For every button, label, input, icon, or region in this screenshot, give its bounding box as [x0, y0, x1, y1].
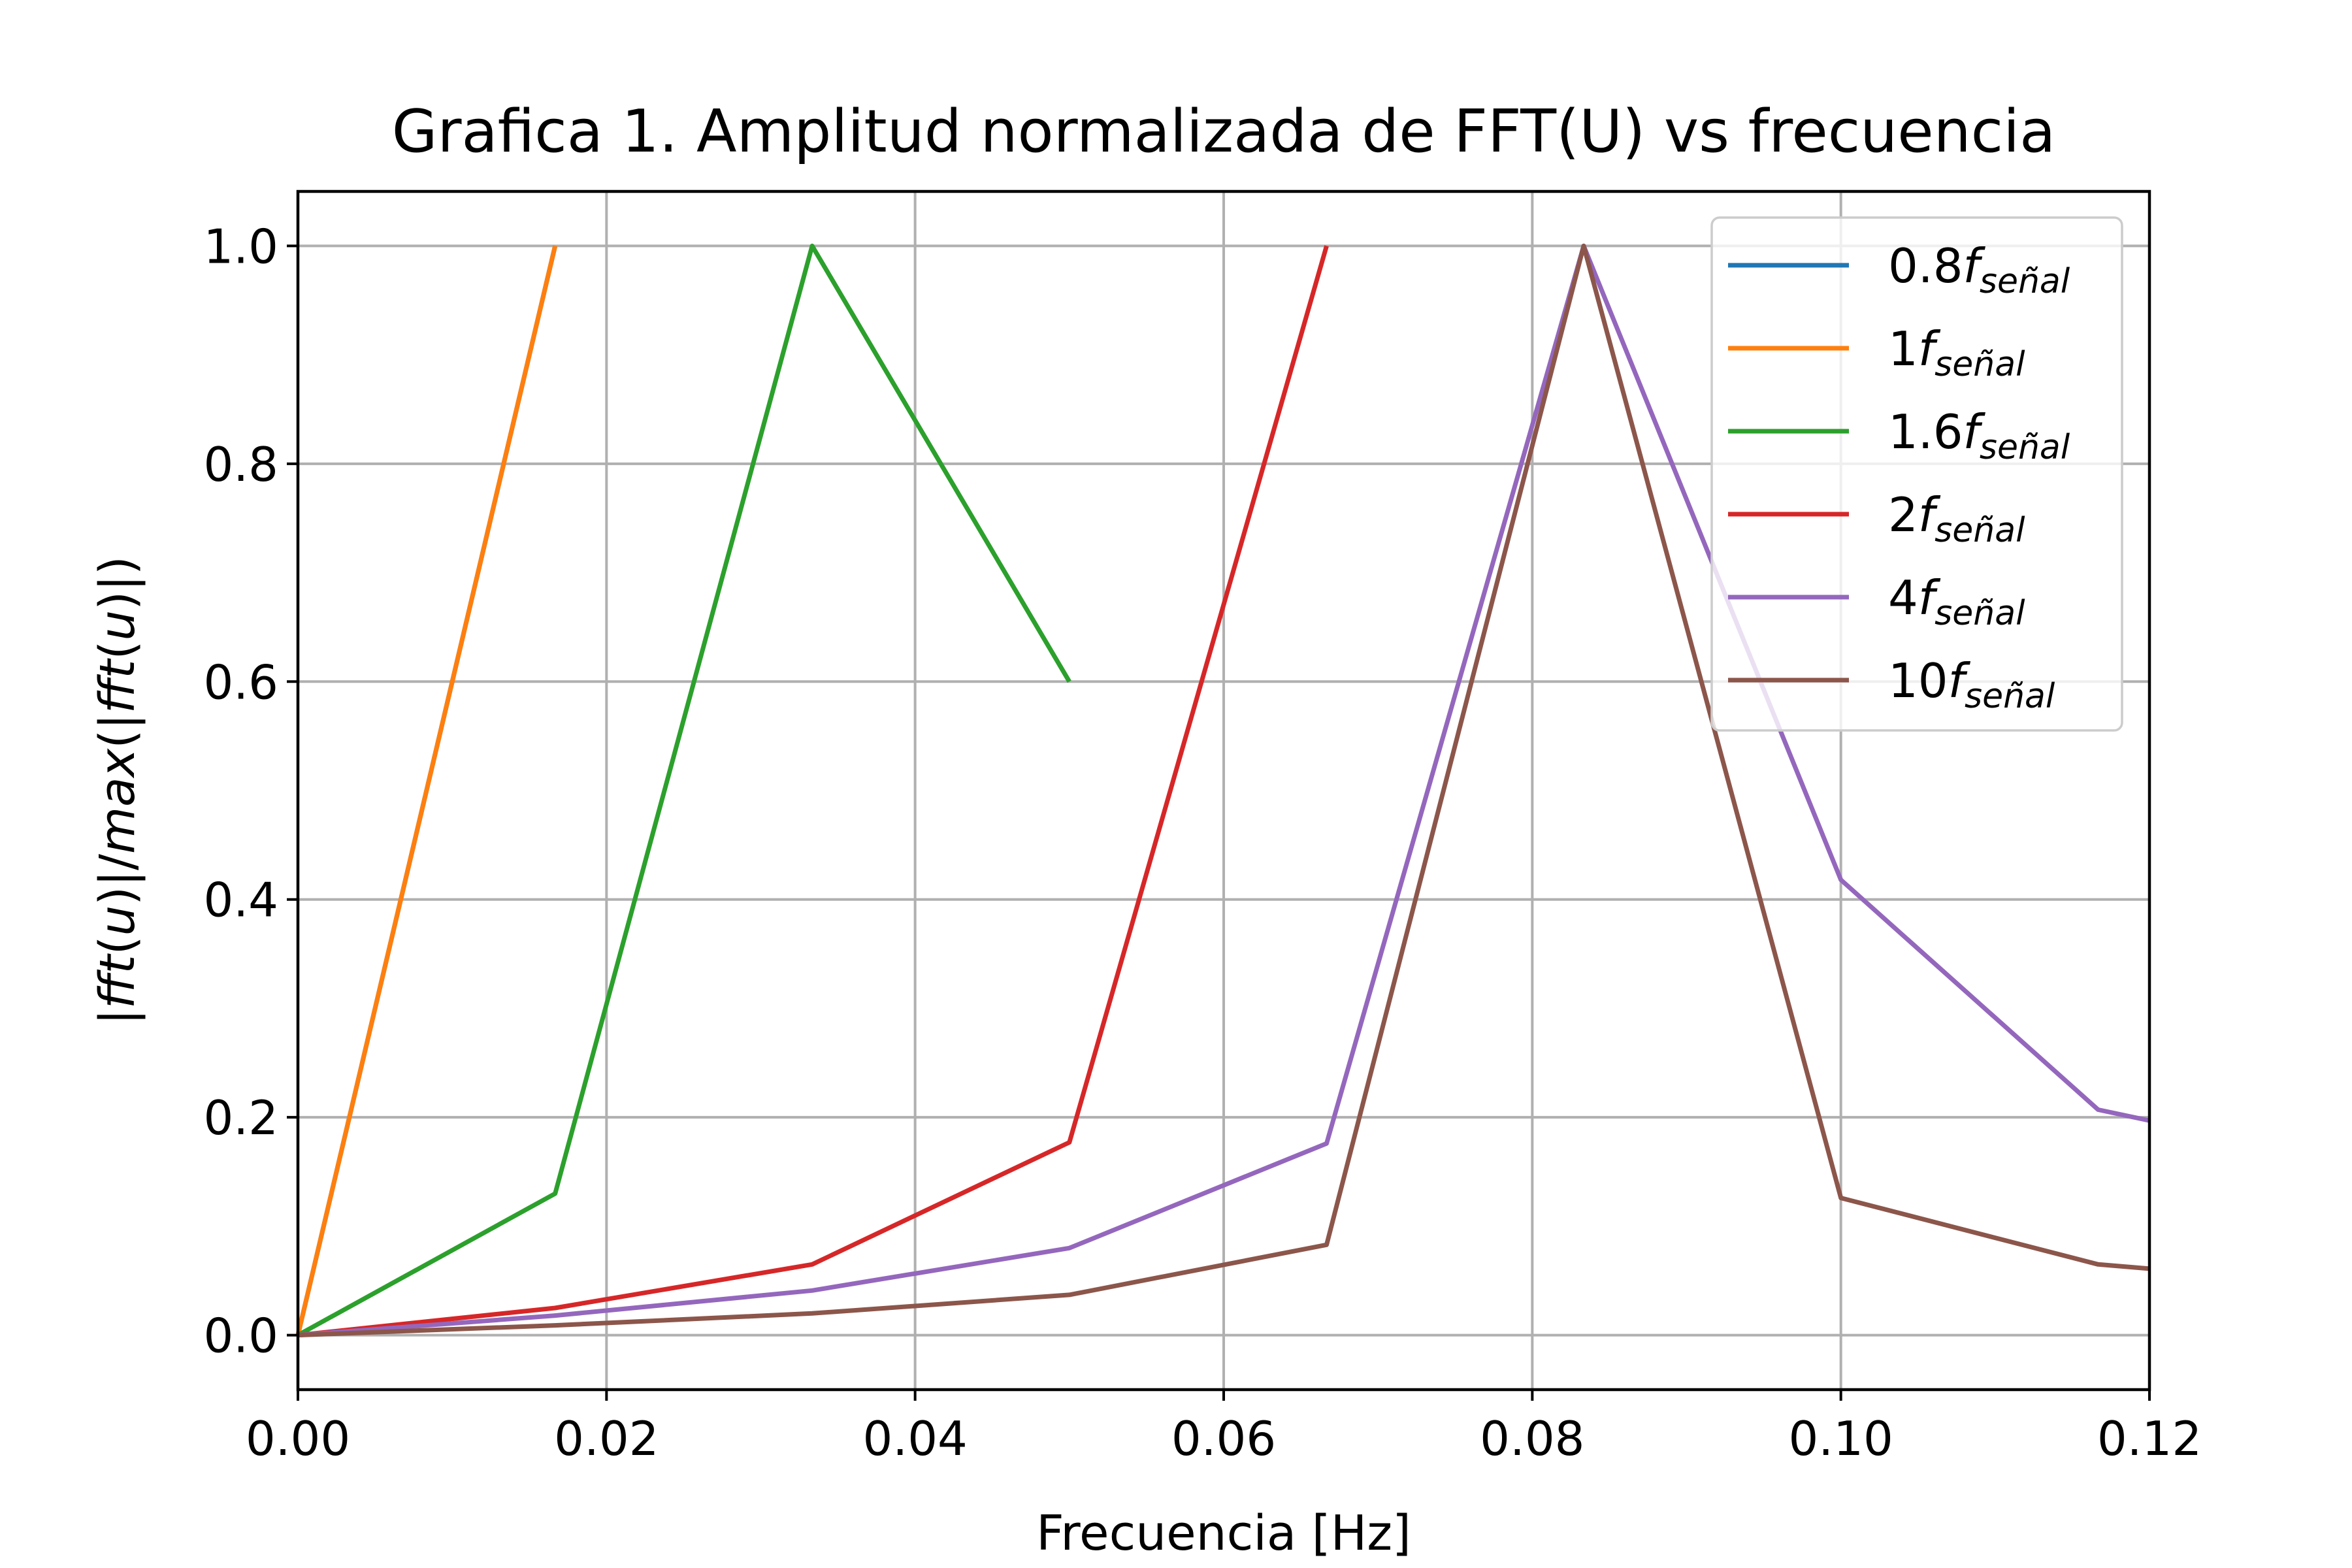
y-tick-label: 0.6 — [203, 655, 278, 710]
legend-items: 0.8fseñal1fseñal1.6fseñal2fseñal4fseñal1… — [1728, 238, 2070, 716]
series-line-3 — [297, 245, 1329, 1338]
y-axis-label-part: )|/ — [90, 854, 146, 906]
x-axis-ticks: 0.00 0.02 0.04 0.06 0.08 0.10 0.12 — [246, 1390, 2202, 1466]
chart-title: Grafica 1. Amplitud normalizada de FFT(U… — [392, 97, 2056, 166]
series-line-2 — [297, 243, 1071, 1337]
y-tick-label: 0.0 — [203, 1309, 278, 1364]
y-axis-ticks: 0.0 0.2 0.4 0.6 0.8 1.0 — [203, 219, 298, 1364]
y-gridlines — [298, 244, 2149, 1337]
y-axis-label-part: (| — [90, 713, 146, 749]
series-line-4 — [297, 243, 2150, 1338]
series-line-1 — [295, 245, 558, 1336]
legend-label: 1.6fseñal — [1888, 404, 2070, 467]
x-axis-label: Frecuencia [Hz] — [1036, 1505, 1411, 1561]
y-axis-label-part: )|) — [90, 556, 146, 610]
y-axis-label-part: | — [90, 1009, 146, 1025]
x-tick-label: 0.00 — [246, 1411, 350, 1466]
series-lines — [295, 243, 2150, 1338]
y-axis-label-part: ( — [90, 641, 146, 660]
y-axis-label-part: max — [90, 748, 146, 854]
y-tick-label: 0.2 — [203, 1090, 278, 1145]
legend-label: 1fseñal — [1888, 321, 2025, 384]
y-tick-label: 0.4 — [203, 873, 278, 928]
series-line-5 — [297, 243, 2150, 1338]
legend: 0.8fseñal1fseñal1.6fseñal2fseñal4fseñal1… — [1710, 216, 2123, 732]
y-axis-label-part: u — [90, 906, 146, 936]
x-tick-label: 0.10 — [1789, 1411, 1893, 1466]
legend-label: 4fseñal — [1888, 570, 2025, 633]
legend-label: 10fseñal — [1888, 653, 2055, 716]
legend-frame — [1710, 216, 2123, 732]
y-axis-label-part: fft — [90, 953, 146, 1009]
y-axis-label-part: ( — [90, 936, 146, 955]
y-axis-label: |fft(u)|/max(|fft(u)|) — [90, 556, 146, 1025]
x-tick-label: 0.04 — [863, 1411, 968, 1466]
y-axis-label-part: fft — [90, 658, 146, 713]
y-tick-label: 1.0 — [203, 219, 278, 274]
x-tick-label: 0.06 — [1171, 1411, 1276, 1466]
legend-label: 2fseñal — [1888, 487, 2025, 550]
x-tick-label: 0.12 — [2097, 1411, 2202, 1466]
y-tick-label: 0.8 — [203, 437, 278, 492]
x-tick-label: 0.08 — [1480, 1411, 1584, 1466]
x-tick-label: 0.02 — [554, 1411, 659, 1466]
y-axis-label-part: u — [90, 610, 146, 641]
